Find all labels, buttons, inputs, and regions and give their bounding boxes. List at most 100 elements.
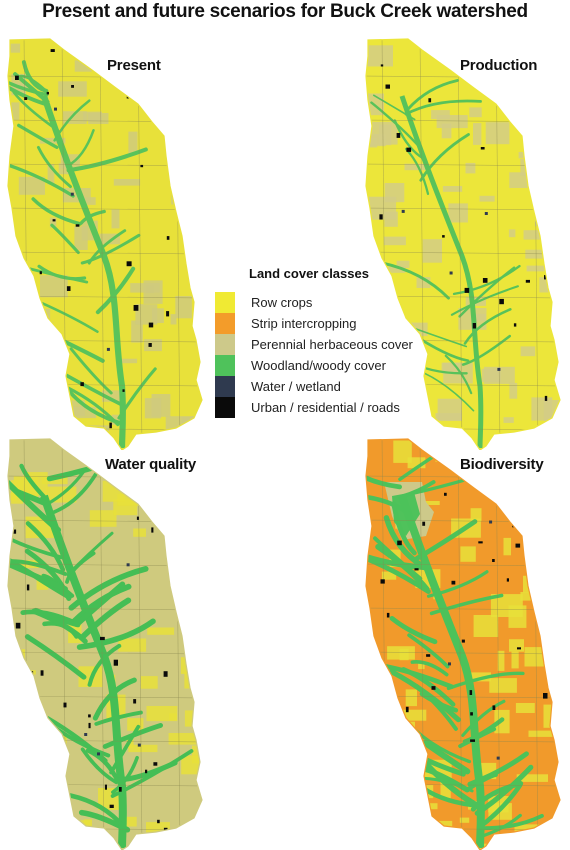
water-patch — [127, 563, 130, 566]
landcover-patch — [460, 818, 469, 823]
landcover-patch — [528, 542, 558, 564]
urban-patch — [406, 148, 411, 152]
urban-patch — [527, 157, 530, 160]
landcover-patch — [27, 430, 48, 435]
landcover-patch — [18, 760, 33, 770]
landcover-patch — [189, 482, 204, 505]
landcover-patch — [4, 734, 17, 749]
landcover-patch — [502, 485, 529, 498]
landcover-patch — [199, 485, 204, 491]
landcover-patch — [397, 710, 426, 721]
landcover-patch — [163, 76, 181, 80]
landcover-patch — [534, 523, 541, 542]
landcover-patch — [520, 592, 547, 601]
landcover-patch — [40, 359, 49, 383]
water-patch — [485, 212, 488, 215]
legend-swatch — [215, 376, 235, 397]
landcover-patch — [185, 710, 204, 726]
landcover-patch — [25, 756, 43, 769]
landcover-patch — [136, 473, 158, 496]
landcover-patch — [527, 266, 547, 272]
water-patch — [413, 740, 416, 743]
urban-patch — [444, 493, 447, 496]
urban-patch — [134, 305, 139, 311]
urban-patch — [110, 805, 114, 808]
landcover-patch — [41, 322, 54, 343]
map-water-quality: Water quality — [4, 436, 204, 850]
landcover-patch — [28, 790, 47, 808]
urban-patch — [381, 579, 385, 583]
landcover-patch — [539, 277, 562, 292]
urban-patch — [127, 261, 132, 266]
urban-patch — [105, 785, 107, 790]
water-patch — [71, 193, 74, 196]
urban-patch — [549, 133, 553, 137]
landcover-patch — [144, 280, 163, 304]
landcover-patch — [509, 639, 524, 652]
urban-patch — [166, 311, 169, 316]
landcover-patch — [384, 834, 394, 840]
urban-patch — [64, 703, 67, 708]
landcover-patch — [544, 400, 562, 421]
landcover-patch — [480, 196, 495, 202]
urban-patch — [71, 85, 74, 88]
landcover-patch — [504, 417, 514, 423]
landcover-patch — [521, 346, 536, 356]
urban-patch — [24, 97, 27, 100]
landcover-patch — [129, 85, 139, 99]
landcover-patch — [404, 722, 415, 742]
landcover-patch — [516, 703, 535, 713]
urban-patch — [119, 787, 122, 792]
urban-patch — [145, 770, 147, 774]
urban-patch — [483, 278, 488, 283]
landcover-patch — [200, 264, 204, 275]
urban-patch — [465, 288, 470, 293]
landcover-patch — [460, 546, 475, 561]
legend-item-strip-intercropping: Strip intercropping — [215, 313, 445, 334]
landcover-patch — [515, 509, 532, 521]
legend-item-perennial: Perennial herbaceous cover — [215, 334, 445, 355]
landcover-patch — [371, 754, 403, 776]
landcover-patch — [141, 676, 158, 689]
urban-patch — [80, 382, 84, 386]
landcover-patch — [144, 339, 162, 351]
landcover-patch — [551, 425, 562, 430]
legend-label: Perennial herbaceous cover — [251, 337, 413, 352]
legend-swatch — [215, 292, 235, 313]
landcover-patch — [524, 230, 550, 239]
landcover-patch — [51, 781, 60, 789]
landcover-patch — [554, 700, 562, 711]
urban-patch — [67, 286, 71, 291]
urban-patch — [422, 522, 425, 526]
landcover-patch — [528, 838, 553, 848]
urban-patch — [149, 343, 152, 347]
landcover-patch — [544, 517, 551, 532]
landcover-patch — [498, 651, 505, 671]
landcover-patch — [151, 502, 179, 507]
urban-patch — [373, 735, 377, 740]
urban-patch — [543, 693, 548, 699]
landcover-patch — [173, 125, 204, 131]
landcover-patch — [182, 520, 189, 526]
urban-patch — [481, 147, 485, 150]
landcover-patch — [525, 250, 554, 259]
urban-patch — [493, 705, 496, 710]
landcover-patch — [195, 164, 204, 176]
urban-patch — [157, 820, 160, 823]
urban-patch — [475, 484, 480, 487]
map-label: Water quality — [105, 456, 196, 473]
legend-label: Row crops — [251, 295, 312, 310]
landcover-patch — [88, 113, 108, 124]
landcover-patch — [189, 245, 205, 256]
urban-patch — [20, 278, 25, 284]
landcover-patch — [147, 706, 178, 721]
landcover-patch — [394, 765, 413, 782]
legend-item-woodland: Woodland/woody cover — [215, 355, 445, 376]
urban-patch — [470, 690, 473, 695]
urban-patch — [133, 699, 136, 703]
water-patch — [54, 108, 57, 111]
urban-patch — [428, 98, 431, 102]
landcover-patch — [485, 44, 493, 48]
landcover-patch — [394, 418, 403, 431]
urban-patch — [54, 831, 58, 834]
